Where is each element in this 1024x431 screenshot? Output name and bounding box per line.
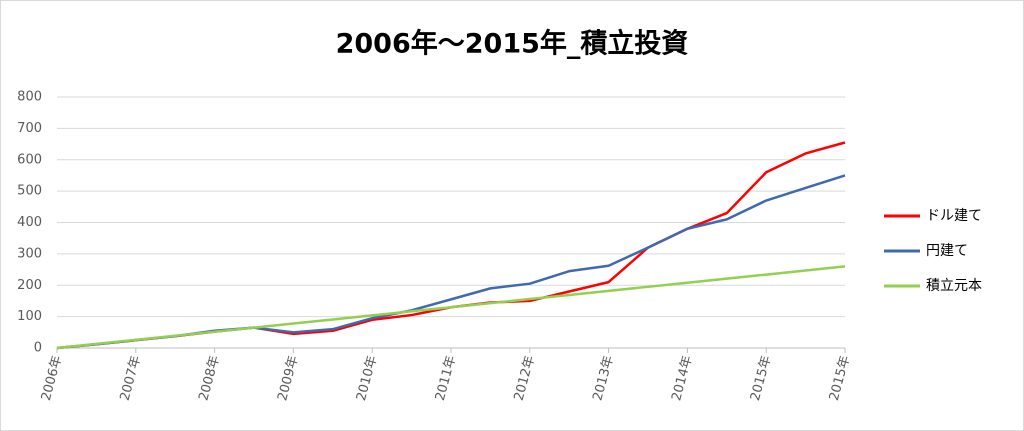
legend-label: 積立元本 <box>926 278 982 294</box>
series-line <box>56 265 846 350</box>
y-tick-label: 600 <box>17 152 42 167</box>
y-tick-label: 300 <box>17 246 42 261</box>
y-tick-label: 700 <box>17 121 42 136</box>
y-tick-label: 800 <box>17 90 42 105</box>
y-tick-label: 0 <box>34 341 42 356</box>
chart-title: 2006年～2015年_積立投資 <box>336 28 689 60</box>
y-tick-label: 500 <box>17 184 42 199</box>
y-tick-label: 200 <box>17 278 42 293</box>
legend-label: ドル建て <box>926 208 982 224</box>
y-tick-label: 400 <box>17 215 42 230</box>
y-tick-label: 100 <box>17 309 42 324</box>
legend-label: 円建て <box>926 243 968 259</box>
